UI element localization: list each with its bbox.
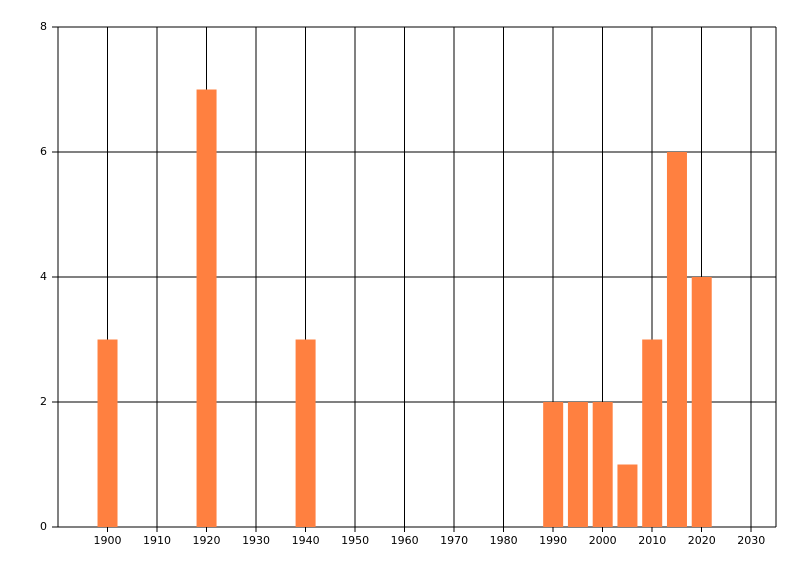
bar [691,277,712,527]
x-tick-label: 1930 [242,534,270,547]
y-tick-label: 8 [40,20,47,33]
x-tick-label: 1950 [341,534,369,547]
bar [592,402,613,527]
y-tick-label: 6 [40,145,47,158]
y-tick-label: 0 [40,520,47,533]
x-tick-label: 1960 [391,534,419,547]
bar [666,152,687,527]
x-tick-label: 1910 [143,534,171,547]
y-tick-label: 4 [40,270,47,283]
bar [543,402,564,527]
bar [642,339,663,527]
bar [196,89,217,527]
bar [295,339,316,527]
x-tick-label: 2010 [638,534,666,547]
y-tick-label: 2 [40,395,47,408]
x-tick-label: 1980 [490,534,518,547]
x-tick-label: 1990 [539,534,567,547]
bar [97,339,118,527]
x-tick-label: 2000 [589,534,617,547]
x-tick-label: 2020 [688,534,716,547]
bar [617,464,638,527]
bar [567,402,588,527]
x-tick-label: 1920 [193,534,221,547]
x-tick-label: 1940 [292,534,320,547]
x-tick-label: 2030 [737,534,765,547]
x-tick-label: 1970 [440,534,468,547]
x-tick-label: 1900 [94,534,122,547]
